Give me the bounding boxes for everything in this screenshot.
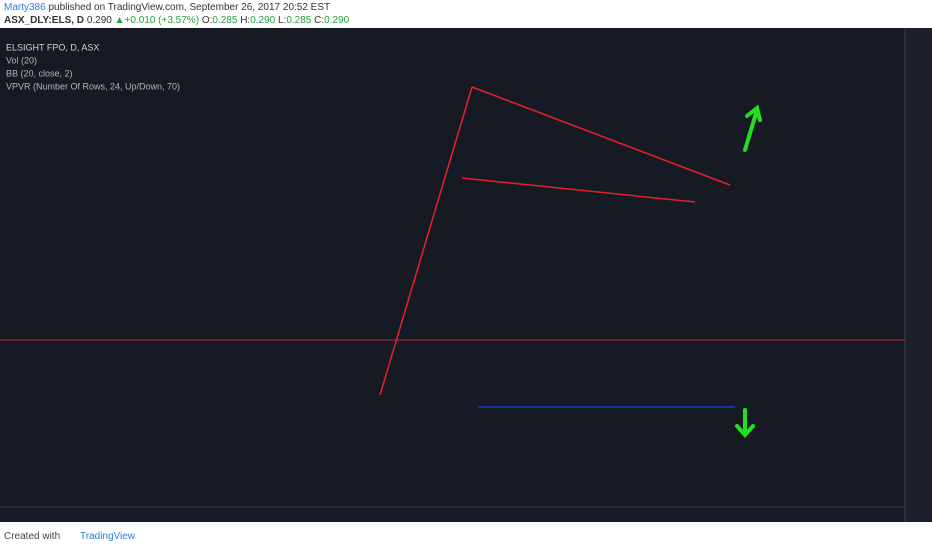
header: Marty386 published on TradingView.com, S… [0,0,932,28]
last: 0.290 [86,15,112,26]
l-label: L: [278,15,287,26]
author[interactable]: Marty386 [4,2,46,13]
created: Created with [4,531,61,542]
symbol: ASX_DLY:ELS, D [4,15,85,26]
trendline [379,86,473,396]
c-label: C: [314,15,325,26]
brand[interactable]: TradingView [80,531,136,542]
chart: ELSIGHT FPO, D, ASX Vol (20) BB (20, clo… [0,28,932,522]
indicator-label: Vol (20) [6,55,37,65]
up-arrow [743,104,762,152]
trendline [471,86,731,186]
arrow: ▲ [114,15,125,26]
indicator-label: VPVR (Number Of Rows, 24, Up/Down, 70) [6,81,180,91]
indicator-label: BB (20, close, 2) [6,68,73,78]
published: published on TradingView.com, September … [48,2,331,13]
publish-line: Marty386 published on TradingView.com, S… [4,2,330,13]
trendlines [379,86,731,396]
down-arrow [735,408,755,439]
low: 0.285 [286,15,312,26]
high: 0.290 [250,15,276,26]
arrows [735,104,762,439]
footer: Created with TradingView [0,522,932,550]
open: 0.285 [212,15,238,26]
o-label: O: [201,15,213,26]
chart-bg [0,28,932,522]
price-axis-bg [905,28,932,522]
quote-line: ASX_DLY:ELS, D 0.290 ▲+0.010 (+3.57%) O:… [4,15,349,26]
h-label: H: [240,15,251,26]
close: 0.290 [324,15,350,26]
chart-title: ELSIGHT FPO, D, ASX [6,42,99,52]
trendline [461,177,696,203]
change: +0.010 (+3.57%) [124,15,200,26]
